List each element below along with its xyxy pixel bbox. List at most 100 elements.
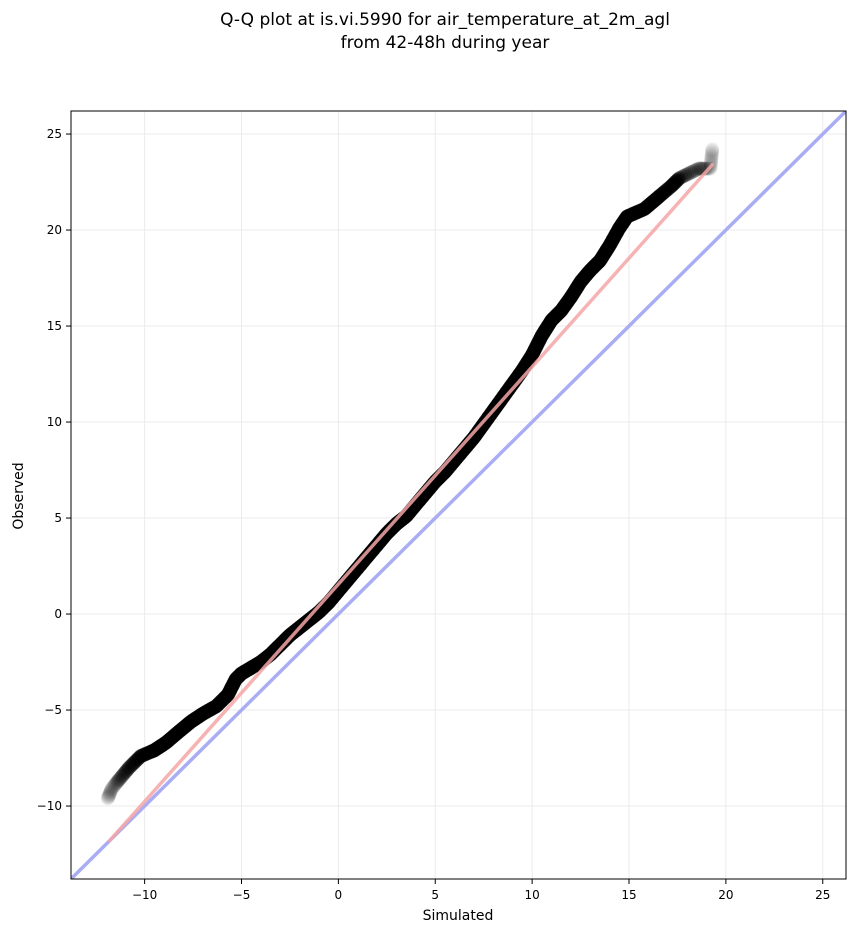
chart-title-line-2: from 42-48h during year xyxy=(341,33,550,53)
quantile-point xyxy=(102,787,117,802)
x-tick-label: 10 xyxy=(524,888,539,902)
plot-area-frame xyxy=(70,110,847,880)
quantile-point xyxy=(112,772,127,787)
x-tick-label: 0 xyxy=(335,888,343,902)
quantile-point xyxy=(661,181,676,196)
x-tick-label: 20 xyxy=(718,888,733,902)
quantile-point xyxy=(107,777,122,792)
x-tick-label: 25 xyxy=(815,888,830,902)
fit-line xyxy=(108,163,715,843)
quantile-point xyxy=(666,177,681,192)
quantile-point xyxy=(104,781,119,796)
quantile-point xyxy=(682,166,697,181)
quantile-point xyxy=(704,153,719,168)
quantile-point xyxy=(120,762,135,777)
quantile-point xyxy=(685,164,700,179)
x-tick-label: 15 xyxy=(621,888,636,902)
quantile-point xyxy=(705,142,720,157)
quantile-point xyxy=(669,174,684,189)
quantile-point xyxy=(121,761,136,776)
quantile-point xyxy=(110,775,125,789)
x-tick-label: 5 xyxy=(431,888,439,902)
quantile-point xyxy=(102,786,117,801)
quantile-point xyxy=(125,757,140,772)
x-axis-label: Simulated xyxy=(423,908,494,924)
quantile-point xyxy=(692,161,707,176)
quantile-point xyxy=(101,789,116,804)
quantile-point xyxy=(119,764,134,779)
quantile-point xyxy=(684,165,698,180)
fit-line-layer xyxy=(108,163,715,843)
quantile-point xyxy=(698,161,713,176)
y-tick-label: 15 xyxy=(47,319,62,333)
quantile-point xyxy=(103,783,118,798)
y-tick-label: 10 xyxy=(47,415,62,429)
quantile-point xyxy=(689,162,704,177)
y-tick-label: 5 xyxy=(54,511,62,525)
quantile-point xyxy=(704,150,719,165)
quantile-point xyxy=(124,758,139,773)
quantile-point xyxy=(107,778,121,793)
grid xyxy=(71,111,846,879)
quantile-point xyxy=(115,768,130,783)
quantile-point xyxy=(116,767,131,782)
quantile-point xyxy=(676,169,691,184)
y-axis-ticks: −10 −5 0 5 10 15 20 25 xyxy=(37,127,71,813)
quantile-point xyxy=(670,172,685,187)
quantile-point xyxy=(118,765,133,780)
chart-title-line-1: Q-Q plot at is.vi.5990 for air_temperatu… xyxy=(220,10,670,30)
x-tick-label: −5 xyxy=(233,888,251,902)
reference-lines xyxy=(71,111,846,879)
x-tick-label: −10 xyxy=(132,888,157,902)
y-tick-label: 25 xyxy=(47,127,62,141)
quantile-point xyxy=(704,155,718,170)
quantile-point xyxy=(126,756,141,770)
quantile-point xyxy=(123,759,138,774)
quantile-point xyxy=(108,777,123,791)
quantile-point xyxy=(691,161,706,176)
quantile-point xyxy=(670,173,685,188)
quantile-point xyxy=(665,178,680,193)
quantile-point xyxy=(106,779,121,794)
identity-line xyxy=(71,111,846,879)
quantile-point xyxy=(704,148,719,163)
quantile-point xyxy=(100,791,115,806)
quantile-point xyxy=(678,168,693,183)
y-tick-label: −10 xyxy=(37,799,62,813)
quantile-points xyxy=(100,142,720,806)
quantile-point xyxy=(671,172,686,186)
quantile-point xyxy=(704,152,719,166)
quantile-point xyxy=(110,774,125,789)
y-tick-label: 20 xyxy=(47,223,62,237)
quantile-point xyxy=(103,785,118,800)
quantile-point xyxy=(105,780,120,795)
quantile-point xyxy=(663,180,678,194)
quantile-point xyxy=(680,167,695,182)
quantile-point xyxy=(127,754,142,769)
quantile-point xyxy=(104,782,119,797)
quantile-point xyxy=(674,170,689,185)
quantile-point xyxy=(667,175,682,190)
quantile-point xyxy=(102,788,116,803)
quantile-point xyxy=(111,773,126,788)
y-tick-label: 0 xyxy=(54,607,62,621)
quantile-point xyxy=(664,178,679,193)
quantile-point xyxy=(113,771,128,785)
quantile-point xyxy=(101,790,116,805)
x-axis-ticks: −10 −5 0 5 10 15 20 25 xyxy=(132,879,830,902)
quantile-point xyxy=(668,175,683,189)
y-axis-label: Observed xyxy=(11,462,27,529)
quantile-point xyxy=(114,769,129,784)
quantile-point xyxy=(109,776,124,790)
y-tick-label: −5 xyxy=(44,703,62,717)
quantile-point xyxy=(672,171,687,186)
quantile-point xyxy=(117,766,132,781)
quantile-point xyxy=(687,163,702,178)
quantile-point xyxy=(667,176,681,191)
quantile-point xyxy=(103,784,118,799)
quantile-point xyxy=(122,760,137,775)
quantile-point xyxy=(705,144,720,159)
quantile-point xyxy=(704,146,719,161)
quantile-point xyxy=(660,182,675,197)
